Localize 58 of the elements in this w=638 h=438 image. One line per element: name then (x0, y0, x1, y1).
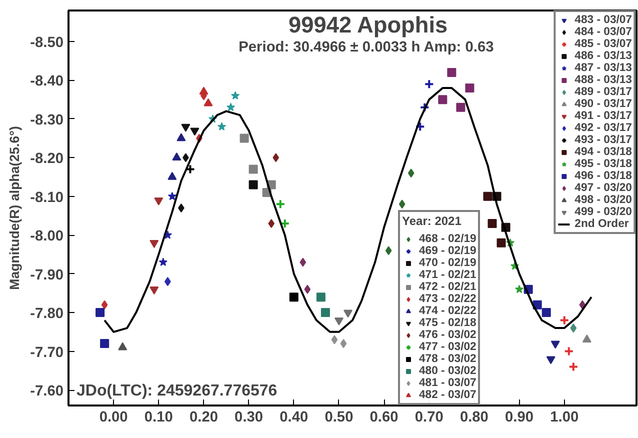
x-tick-label: 0.70 (414, 410, 444, 426)
y-tick-label: -8.20 (30, 151, 64, 168)
legend-label: 487 - 03/13 (574, 62, 632, 74)
legend-label: 485 - 03/07 (574, 38, 632, 50)
legend-label: 498 - 03/20 (574, 194, 632, 206)
legend-label: 496 - 03/18 (574, 170, 632, 182)
y-tick-label: -8.40 (30, 74, 64, 90)
legend-label: 478 - 03/02 (419, 353, 476, 365)
y-tick-label: -8.50 (30, 34, 64, 51)
y-tick-label: -8.10 (30, 190, 64, 206)
x-tick-label: 0.30 (234, 410, 264, 426)
legend-label: 495 - 03/18 (574, 158, 632, 170)
x-tick-label: 0.10 (144, 410, 173, 426)
legend-label: 480 - 03/02 (419, 365, 476, 377)
legend-label: 474 - 02/22 (419, 305, 476, 317)
legend-label: 477 - 03/02 (419, 341, 476, 353)
legend-label: 471 - 02/21 (419, 269, 476, 281)
legend-label: 481 - 03/07 (419, 377, 476, 389)
y-tick-label: -8.30 (30, 112, 64, 128)
x-tick-label: 0.00 (99, 410, 128, 426)
legend-label: 472 - 02/21 (419, 281, 476, 293)
x-tick-label: 1.00 (550, 410, 579, 426)
x-tick-label: 0.20 (189, 410, 218, 426)
legend-label: 490 - 03/17 (574, 98, 632, 110)
legend-label: 492 - 03/17 (574, 122, 632, 134)
legend-label: 482 - 03/07 (419, 389, 476, 401)
x-tick-label: 0.40 (280, 410, 308, 426)
x-tick-label: 0.50 (324, 410, 354, 426)
y-axis-title: Magnitude(R) alpha(25.6°) (7, 126, 22, 290)
legend-label: 470 - 02/19 (419, 257, 476, 269)
y-tick-label: -7.70 (30, 344, 64, 361)
legend-label: 473 - 02/22 (419, 293, 476, 305)
legend-label: 497 - 03/20 (574, 182, 632, 194)
y-tick-label: -7.60 (30, 384, 64, 400)
annotation: JDo(LTC): 2459267.776576 (76, 382, 278, 400)
x-tick-label: 0.60 (370, 410, 398, 426)
legend-label: 486 - 03/13 (574, 50, 632, 62)
y-tick-label: -7.80 (30, 306, 64, 322)
legend-label: 494 - 03/18 (574, 146, 632, 158)
legend-label: 475 - 02/18 (419, 317, 476, 329)
x-tick-label: 0.90 (505, 410, 534, 426)
legend-label: 469 - 02/19 (419, 245, 476, 257)
legend-label: 483 - 03/07 (574, 14, 632, 26)
legend-label: 2nd Order (574, 218, 629, 230)
legend-label: 488 - 03/13 (574, 74, 632, 86)
legend-title: Year: 2021 (402, 214, 462, 228)
legend-label: 489 - 03/17 (574, 86, 632, 98)
legend-label: 491 - 03/17 (574, 110, 632, 122)
legend-label: 493 - 03/17 (574, 134, 632, 146)
text: Period: 30.4966 ± 0.0033 h Amp: 0.63 (238, 40, 494, 56)
chart-title: 99942 Apophis (288, 12, 448, 38)
legend-label: 499 - 03/20 (574, 206, 632, 218)
legend-label: 468 - 02/19 (419, 233, 476, 245)
y-tick-label: -7.90 (30, 267, 64, 284)
x-tick-label: 0.80 (460, 410, 488, 426)
y-tick-label: -8.00 (30, 228, 64, 245)
legend-label: 476 - 03/02 (419, 329, 476, 341)
legend-label: 484 - 03/07 (574, 26, 632, 38)
